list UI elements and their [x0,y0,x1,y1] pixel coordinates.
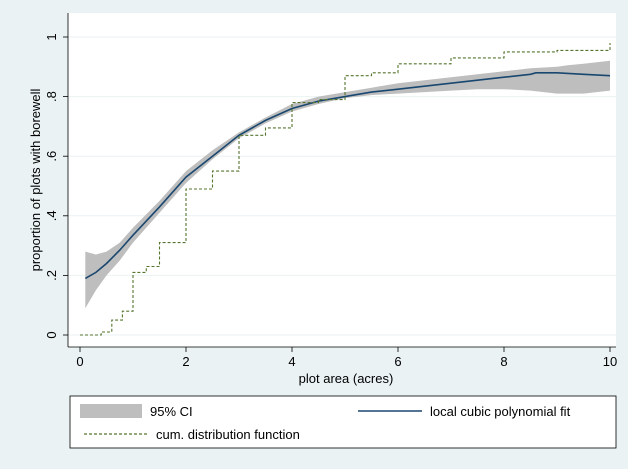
y-axis-label: proportion of plots with borewell [28,88,43,271]
y-tick-label: .2 [44,270,59,281]
x-tick-label: 0 [76,354,83,369]
x-tick-label: 2 [182,354,189,369]
y-tick-label: .6 [44,151,59,162]
plot-background [68,13,616,347]
x-tick-label: 4 [288,354,295,369]
y-tick-label: .8 [44,91,59,102]
legend-box [69,395,617,449]
legend-ci-label: 95% CI [150,404,193,419]
axis-layer: 0.2.4.6.810 2 4 6 8 10 [44,13,617,369]
x-tick-label: 8 [500,354,507,369]
legend-fit-label: local cubic polynomial fit [430,404,571,419]
ci-band [85,60,611,309]
legend: 95% CI local cubic polynomial fit cum. d… [69,395,617,449]
y-tick-label: .4 [44,210,59,221]
y-tick-label: 0 [44,331,59,338]
legend-ci-swatch [80,404,142,418]
fit-line [84,72,611,280]
legend-cdf-label: cum. distribution function [156,427,300,442]
x-axis-label: plot area (acres) [299,371,394,386]
x-tick-label: 6 [394,354,401,369]
x-tick-label: 10 [603,354,617,369]
data-layer [80,43,611,336]
y-tick-label: 1 [44,33,59,40]
cdf-step-line [80,43,611,336]
